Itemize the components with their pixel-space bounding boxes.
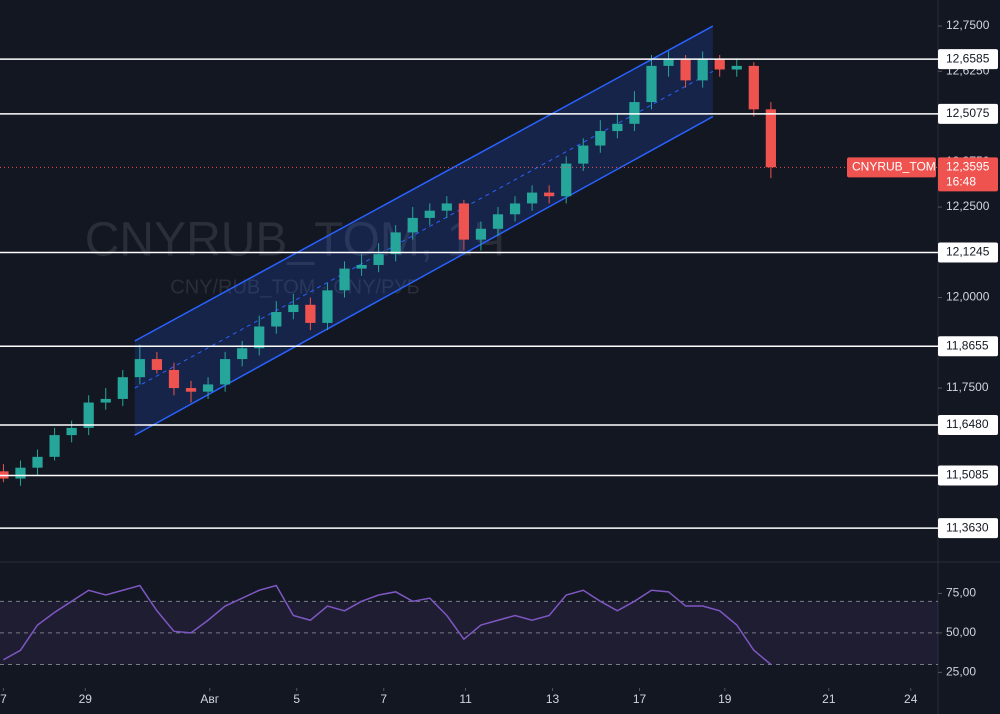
price-box — [938, 157, 998, 192]
candle-body — [49, 435, 60, 457]
level-box — [938, 242, 998, 263]
candle-body — [441, 203, 452, 211]
candle-body — [407, 217, 418, 233]
candle-body — [748, 65, 759, 110]
x-tick-label: Авг — [200, 692, 219, 706]
level-box — [938, 414, 998, 435]
level-label: 12,6585 — [946, 51, 990, 65]
candle-body — [424, 210, 435, 218]
channel-mid — [134, 70, 714, 389]
candle-body — [220, 359, 231, 385]
candle-body — [373, 254, 384, 265]
candle-body — [339, 268, 350, 291]
candle-body — [117, 377, 128, 399]
x-tick-label: 21 — [822, 692, 836, 706]
candle-body — [202, 384, 214, 392]
price-label: 12,3595 — [946, 160, 990, 174]
candle-body — [578, 145, 589, 164]
candle-body — [526, 192, 538, 204]
candle-body — [458, 203, 469, 240]
candle-body — [714, 58, 725, 70]
candle-body — [390, 232, 401, 255]
candle-body — [254, 326, 265, 349]
candle-body — [492, 214, 504, 229]
x-tick-label: 7 — [0, 692, 7, 706]
y-tick-label: 11,7500 — [946, 380, 989, 394]
x-tick-label: 17 — [633, 692, 647, 706]
x-tick-label: 11 — [459, 692, 472, 706]
candle-body — [356, 264, 367, 269]
x-tick-label: 24 — [904, 692, 918, 706]
candle-body — [561, 163, 572, 197]
candle-body — [731, 65, 742, 70]
level-label: 11,5085 — [946, 468, 989, 482]
channel-fill — [134, 26, 713, 436]
candle-body — [322, 290, 333, 323]
level-box — [938, 49, 998, 70]
level-label: 12,5075 — [946, 106, 990, 120]
level-box — [938, 465, 998, 486]
countdown-label: 16:48 — [946, 175, 976, 189]
candle-body — [271, 312, 282, 327]
candle-body — [646, 65, 657, 103]
candle-body — [32, 456, 43, 468]
candle-body — [100, 398, 111, 403]
level-label: 11,8655 — [946, 338, 989, 352]
x-tick-label: 7 — [380, 692, 387, 706]
rsi-tick-label: 25,00 — [946, 665, 976, 679]
candle-body — [509, 203, 521, 215]
rsi-band — [0, 601, 938, 665]
rsi-tick-label: 50,00 — [946, 625, 976, 639]
symbol-label: CNYRUB_TOM — [852, 160, 936, 174]
x-tick-label: 13 — [546, 692, 560, 706]
candle-body — [288, 304, 299, 313]
candle-body — [15, 467, 26, 479]
candle-body — [595, 131, 606, 146]
candle-body — [66, 427, 77, 436]
watermark-sub: CNY/RUB_TOM · CNY/РУБ — [170, 276, 420, 298]
x-tick-label: 19 — [718, 692, 732, 706]
candle-body — [83, 402, 94, 428]
candle-body — [697, 58, 708, 81]
candle-body — [168, 369, 180, 389]
candle-body — [475, 228, 487, 240]
rsi-tick-label: 75,00 — [946, 586, 976, 600]
level-box — [938, 103, 998, 124]
level-box — [938, 336, 998, 357]
level-label: 11,3630 — [946, 520, 989, 534]
candle-body — [680, 58, 691, 81]
candle-body — [663, 58, 674, 66]
candle-body — [544, 192, 555, 197]
y-tick-label: 12,7500 — [946, 18, 990, 32]
candle-body — [629, 102, 640, 124]
level-label: 12,1245 — [946, 245, 990, 259]
candle-body — [151, 359, 163, 370]
channel-upper — [134, 25, 714, 342]
x-tick-label: 29 — [79, 692, 93, 706]
y-tick-label: 12,2500 — [946, 199, 990, 213]
candle-body — [237, 348, 248, 360]
level-label: 11,6480 — [946, 417, 989, 431]
candle-body — [134, 359, 145, 378]
symbol-box — [847, 157, 936, 178]
channel-lower — [134, 115, 714, 436]
candle-body — [612, 123, 623, 132]
x-tick-label: 5 — [293, 692, 300, 706]
watermark: CNYRUB_TOM, 1Ч — [85, 214, 506, 267]
y-tick-label: 12,0000 — [946, 290, 990, 304]
candle-body — [305, 304, 316, 323]
candle-body — [185, 388, 197, 392]
candle-body — [765, 109, 776, 168]
level-box — [938, 518, 998, 539]
rsi-line — [3, 584, 772, 666]
